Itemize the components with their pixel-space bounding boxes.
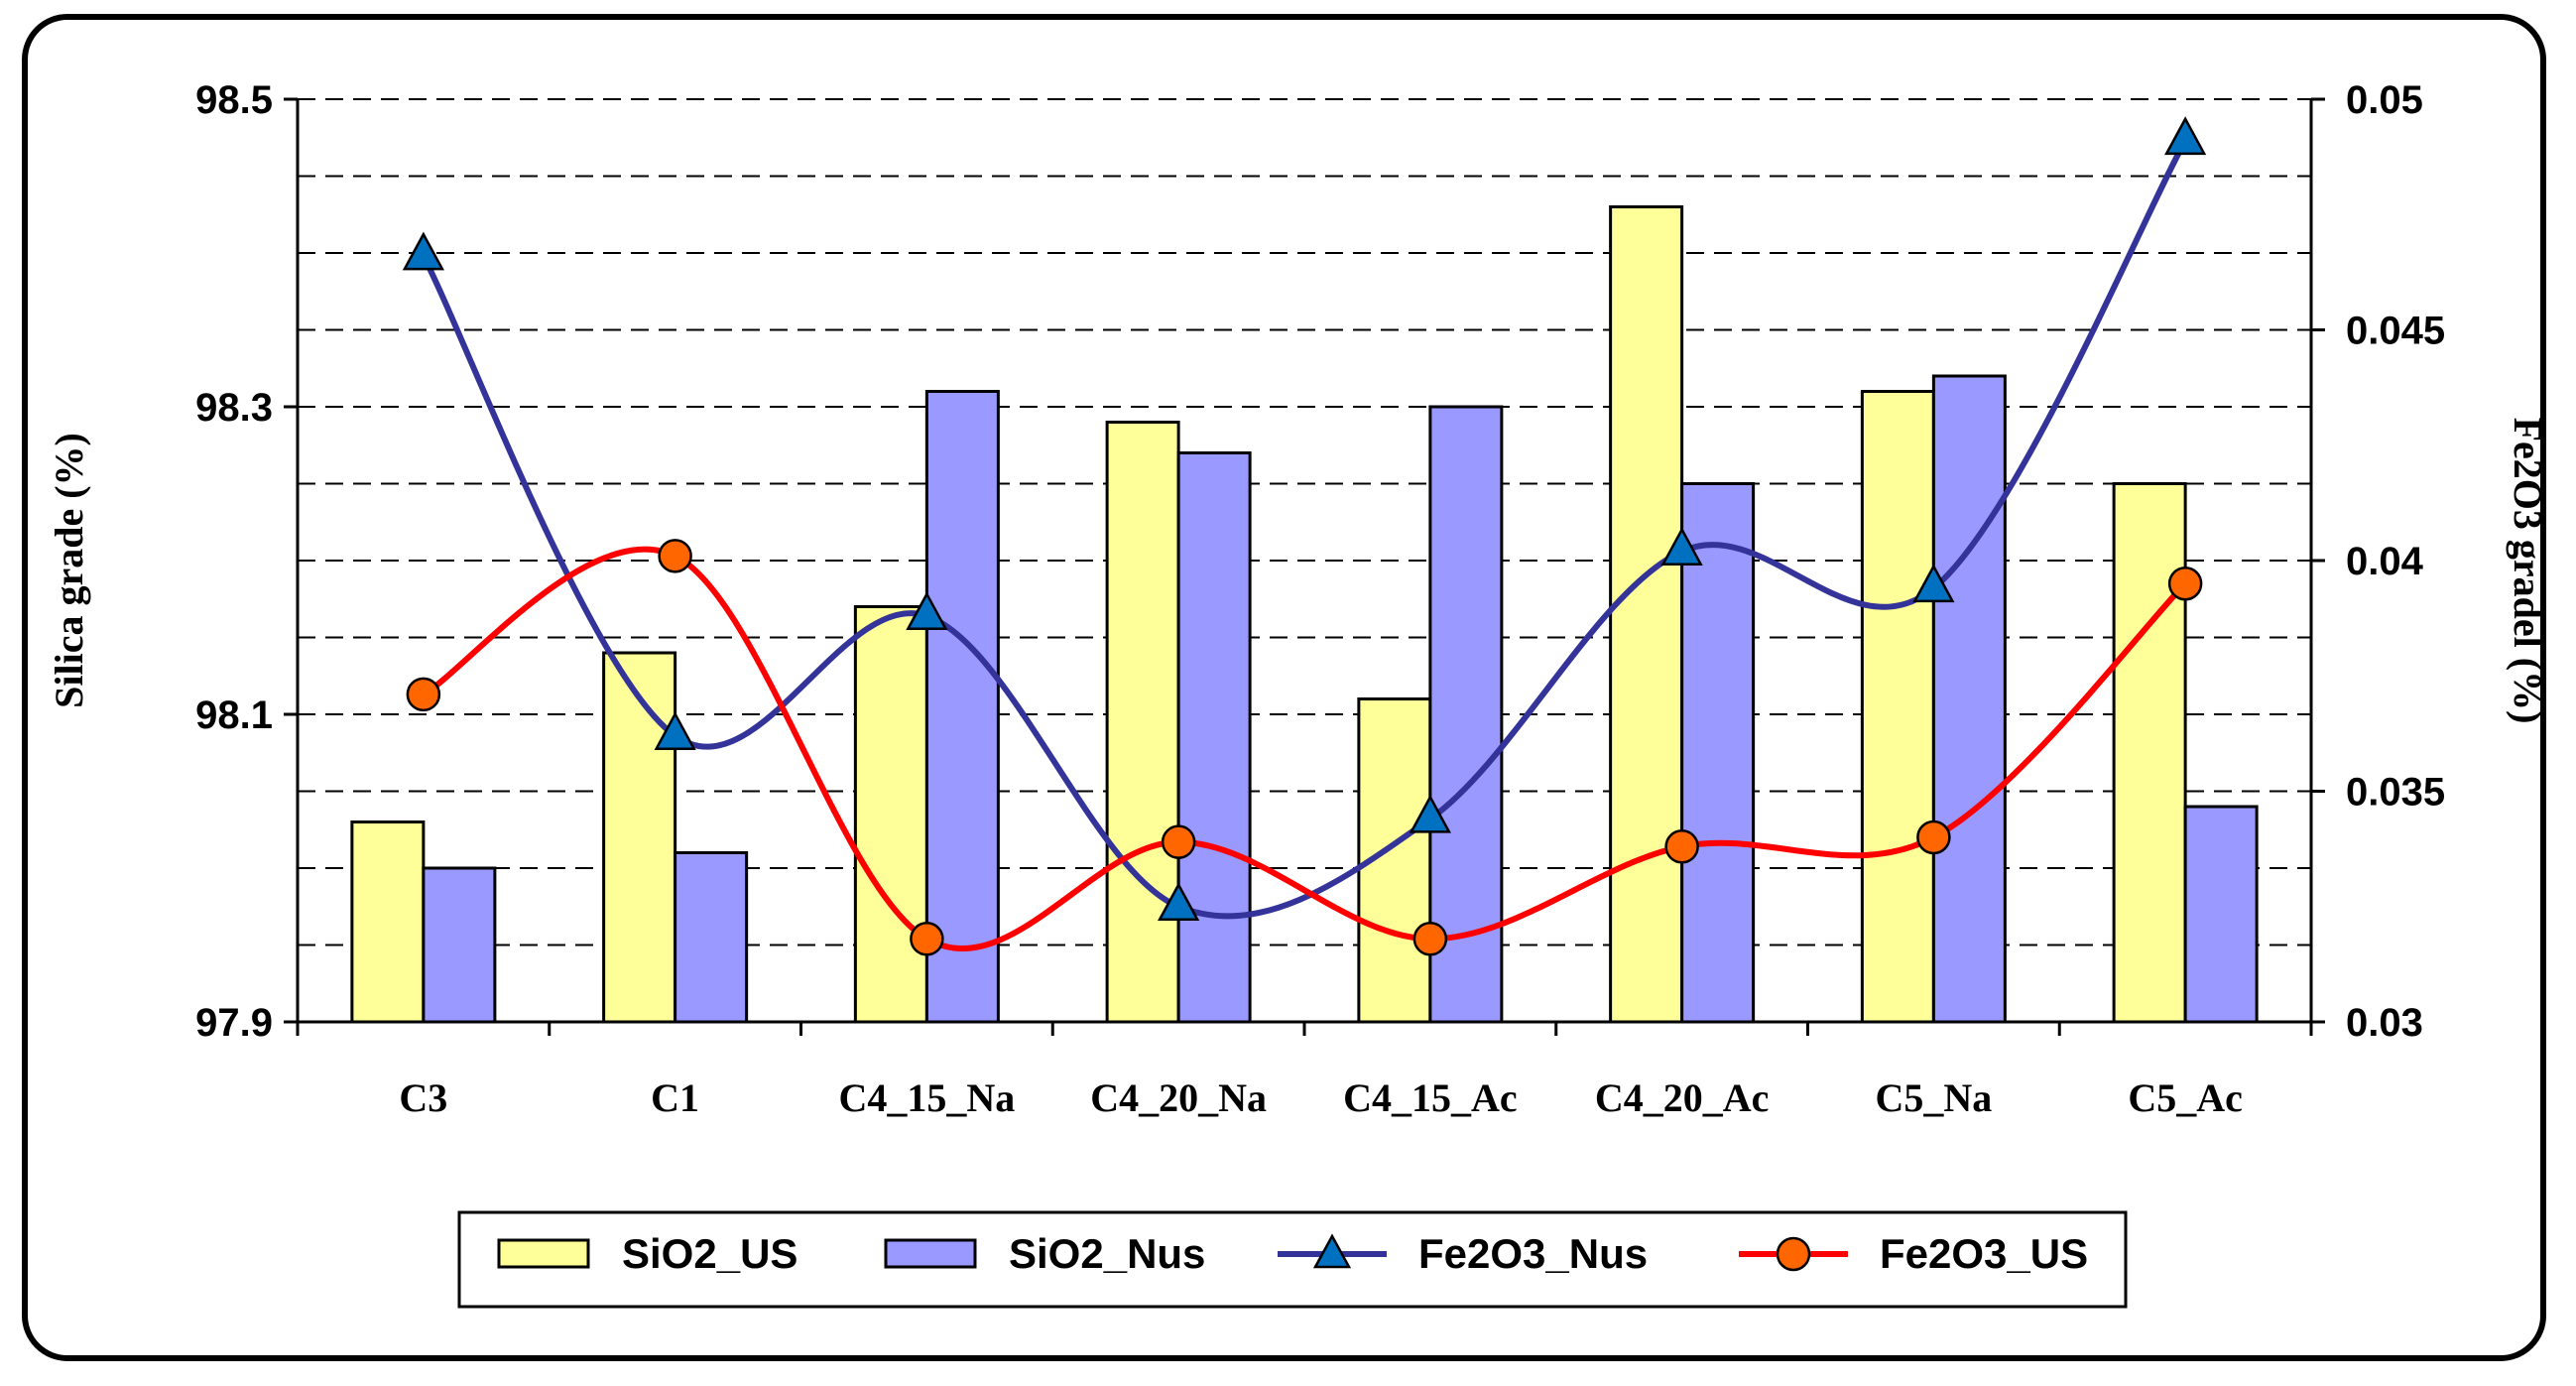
bar-sio2-us [1860, 390, 1935, 1024]
marker-fe2o3-nus [1409, 794, 1451, 833]
y-right-tick-label: 0.035 [2346, 771, 2445, 815]
legend-box [457, 1210, 2128, 1309]
marker-fe2o3-nus [1660, 527, 1703, 566]
legend-item-sio2-nus: SiO2_Nus [884, 1230, 1205, 1277]
legend-marker-fe2o3-us [1776, 1236, 1811, 1272]
y-axis-left-title: Silica grade (%) [47, 433, 91, 708]
bar-sio2-nus [2183, 805, 2259, 1024]
marker-fe2o3-us [406, 677, 441, 712]
legend-item-sio2-us: SiO2_US [497, 1230, 797, 1277]
legend: SiO2_US SiO2_Nus Fe2O3_Nus Fe2O3_US [457, 1210, 2128, 1309]
marker-fe2o3-us [1664, 829, 1699, 864]
x-tick-label: C4_15_Na [838, 1075, 1015, 1120]
marker-fe2o3-us [658, 539, 692, 573]
marker-fe2o3-nus [1158, 882, 1200, 921]
tick-labels: 97.9 98.1 98.3 98.5 0.03 0.035 0.04 0.045 0.05 C3… [195, 78, 2445, 1120]
bar-sio2-nus [924, 390, 1000, 1024]
legend-swatch-sio2-us [497, 1238, 590, 1269]
legend-label-sio2-nus: SiO2_Nus [1009, 1230, 1205, 1277]
marker-fe2o3-us [2167, 567, 2203, 601]
y-left-tick-label: 98.1 [195, 693, 273, 737]
bar-sio2-nus [1428, 405, 1504, 1024]
x-tick-label: C3 [399, 1075, 447, 1120]
y-left-tick-label: 97.9 [195, 1001, 273, 1045]
marker-fe2o3-nus [402, 231, 444, 271]
y-right-tick-label: 0.05 [2346, 78, 2423, 122]
marker-fe2o3-us [1161, 824, 1196, 859]
marker-fe2o3-us [910, 922, 944, 956]
bars [350, 205, 2259, 1024]
legend-item-fe2o3-nus: Fe2O3_Nus [1278, 1230, 1648, 1277]
legend-marker-fe2o3-nus [1312, 1233, 1352, 1269]
bar-sio2-nus [1176, 451, 1252, 1024]
legend-label-fe2o3-nus: Fe2O3_Nus [1418, 1230, 1648, 1277]
marker-fe2o3-nus [654, 711, 696, 750]
legend-label-sio2-us: SiO2_US [622, 1230, 797, 1277]
bar-sio2-us [350, 820, 426, 1024]
line-fe2o3-us [422, 546, 2188, 951]
y-axis-right-title: Fe2O3 gradel (%) [2506, 418, 2550, 724]
bar-sio2-nus [422, 866, 497, 1024]
grid-lines [298, 98, 2311, 946]
x-tick-label: C5_Ac [2128, 1075, 2243, 1120]
marker-fe2o3-nus [906, 591, 948, 631]
markers [402, 116, 2207, 956]
y-right-tick-label: 0.04 [2346, 540, 2424, 583]
bar-sio2-nus [1931, 374, 2007, 1024]
legend-item-fe2o3-us: Fe2O3_US [1739, 1230, 2088, 1277]
legend-label-fe2o3-us: Fe2O3_US [1880, 1230, 2088, 1277]
x-tick-label: C1 [651, 1075, 699, 1120]
marker-fe2o3-us [1916, 819, 1951, 855]
bar-sio2-us [602, 651, 677, 1024]
bar-sio2-us [1105, 421, 1180, 1024]
y-left-tick-label: 98.5 [195, 78, 273, 122]
marker-fe2o3-nus [2164, 116, 2207, 156]
axes [284, 97, 2325, 1036]
marker-fe2o3-us [1412, 922, 1448, 956]
x-tick-label: C4_20_Ac [1595, 1075, 1770, 1120]
y-right-tick-label: 0.03 [2346, 1001, 2423, 1045]
y-left-tick-label: 98.3 [195, 386, 273, 430]
bar-sio2-us [853, 605, 928, 1024]
marker-fe2o3-nus [1912, 564, 1955, 603]
legend-swatch-sio2-nus [884, 1238, 977, 1269]
bar-sio2-us [1609, 205, 1684, 1024]
bar-sio2-nus [674, 851, 749, 1024]
x-tick-label: C4_20_Na [1090, 1075, 1267, 1120]
x-tick-label: C4_15_Ac [1343, 1075, 1518, 1120]
x-tick-label: C5_Na [1875, 1075, 1992, 1120]
y-right-tick-label: 0.045 [2346, 310, 2445, 353]
bar-sio2-us [2112, 482, 2187, 1024]
